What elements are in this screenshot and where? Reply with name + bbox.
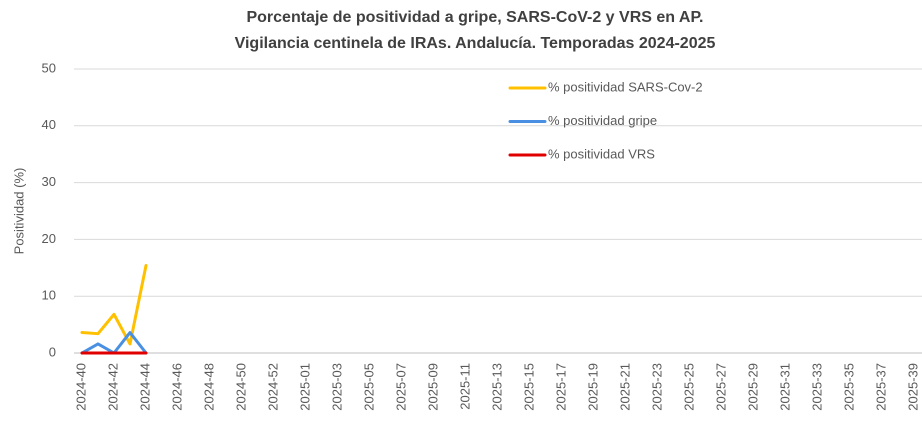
x-tick-label: 2025-19 xyxy=(585,363,600,411)
x-tick-label: 2025-35 xyxy=(841,363,856,411)
x-tick-label: 2025-07 xyxy=(393,363,408,411)
legend-label: % positividad VRS xyxy=(548,146,655,161)
x-tick-label: 2024-52 xyxy=(265,363,280,411)
x-tick-label: 2025-27 xyxy=(713,363,728,411)
x-tick-label: 2025-11 xyxy=(457,363,472,410)
x-tick-label: 2025-31 xyxy=(777,363,792,411)
x-tick-label: 2025-09 xyxy=(425,363,440,411)
x-tick-label: 2025-15 xyxy=(521,363,536,411)
y-tick-label: 40 xyxy=(42,117,56,132)
legend-label: % positividad SARS-Cov-2 xyxy=(548,79,703,94)
chart-title: Porcentaje de positividad a gripe, SARS-… xyxy=(246,9,703,26)
y-tick-label: 50 xyxy=(42,60,56,75)
x-tick-label: 2024-44 xyxy=(137,363,152,411)
x-tick-label: 2025-21 xyxy=(617,363,632,411)
x-tick-label: 2025-37 xyxy=(873,363,888,411)
x-tick-label: 2024-48 xyxy=(201,363,216,411)
x-tick-label: 2025-33 xyxy=(809,363,824,411)
x-tick-label: 2024-40 xyxy=(73,363,88,411)
y-tick-label: 30 xyxy=(42,174,56,189)
chart-title: Vigilancia centinela de IRAs. Andalucía.… xyxy=(235,35,716,52)
x-tick-label: 2024-46 xyxy=(169,363,184,411)
y-axis-label: Positividad (%) xyxy=(11,168,26,255)
series-line xyxy=(80,264,148,346)
x-tick-label: 2025-29 xyxy=(745,363,760,411)
x-tick-label: 2025-05 xyxy=(361,363,376,411)
x-tick-label: 2024-50 xyxy=(233,363,248,411)
x-tick-label: 2025-23 xyxy=(649,363,664,411)
y-tick-label: 20 xyxy=(42,231,56,246)
x-tick-label: 2024-42 xyxy=(105,363,120,411)
x-tick-label: 2025-03 xyxy=(329,363,344,411)
y-tick-label: 0 xyxy=(49,344,56,359)
x-tick-label: 2025-39 xyxy=(905,363,920,411)
legend-label: % positividad gripe xyxy=(548,113,657,128)
x-tick-label: 2025-17 xyxy=(553,363,568,411)
x-tick-label: 2025-01 xyxy=(297,363,312,411)
x-tick-label: 2025-13 xyxy=(489,363,504,411)
x-tick-label: 2025-25 xyxy=(681,363,696,411)
y-tick-label: 10 xyxy=(42,288,56,303)
series-line xyxy=(80,331,148,355)
